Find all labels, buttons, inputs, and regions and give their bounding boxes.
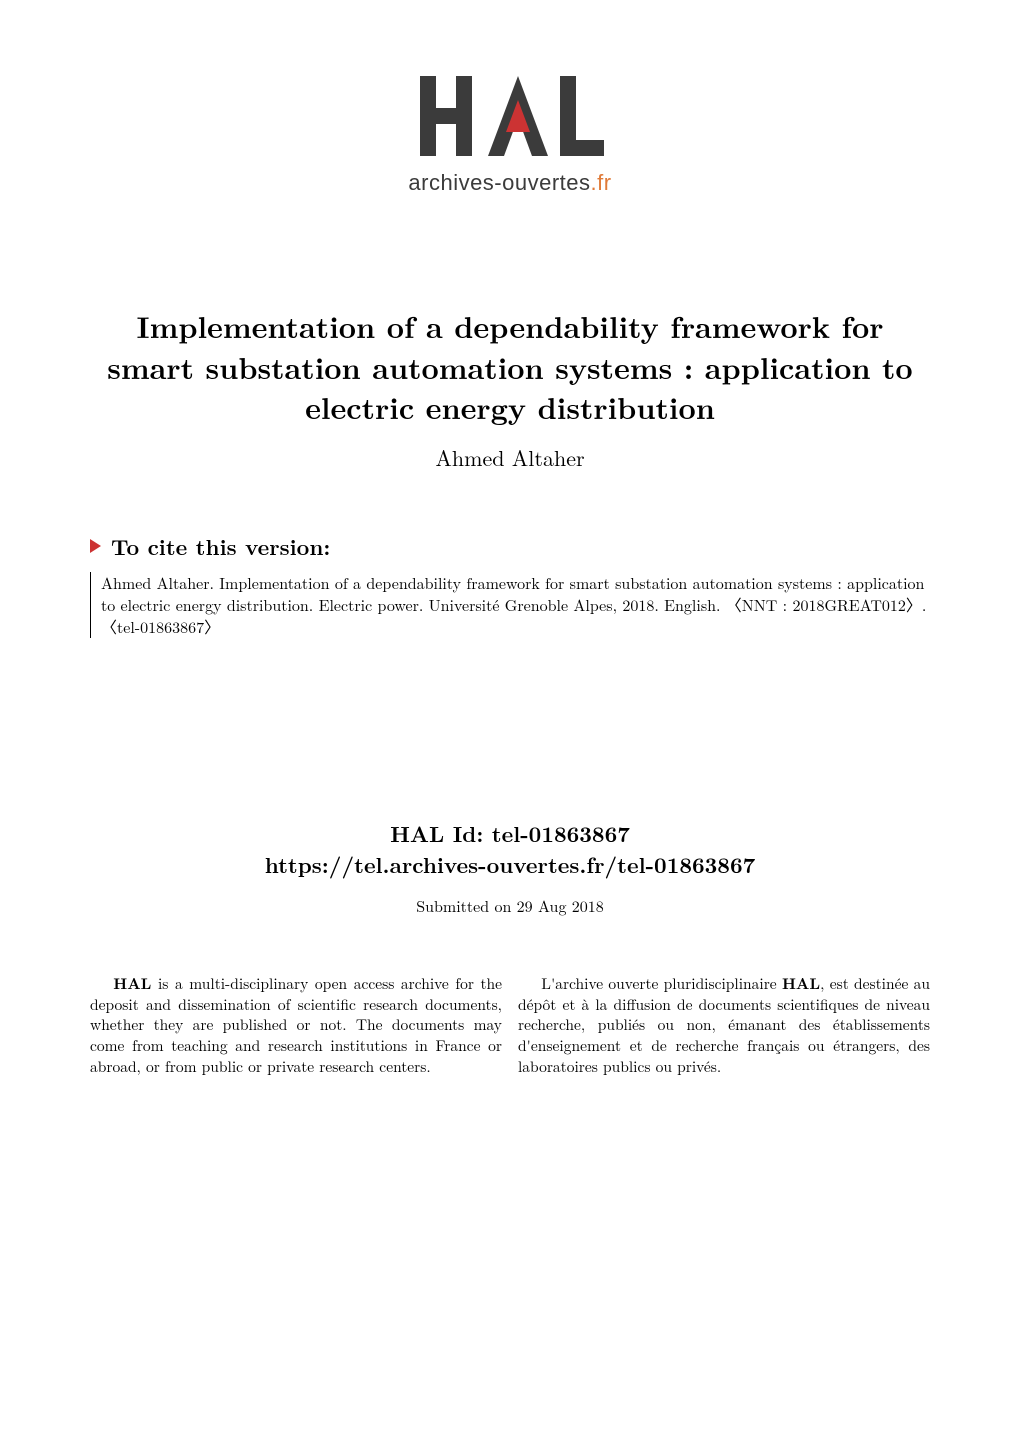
hal-logo: archives-ouvertes.fr (408, 70, 611, 196)
paper-author: Ahmed Altaher (90, 442, 930, 473)
desc-en-text: is a multi-disciplinary open access arch… (90, 973, 502, 1077)
hal-id-line: HAL Id: tel-01863867 (90, 818, 930, 849)
description-en: HAL is a multi-disciplinary open access … (90, 973, 502, 1078)
hal-url[interactable]: https://tel.archives-ouvertes.fr/tel-018… (90, 849, 930, 880)
cite-heading: To cite this version: (90, 531, 930, 562)
logo-text-main: archives-ouvertes (408, 170, 590, 195)
logo-container: archives-ouvertes.fr (90, 70, 930, 196)
cite-heading-text: To cite this version: (111, 531, 330, 562)
hal-id-label: HAL Id: (390, 818, 492, 849)
description-fr: L'archive ouverte pluridisciplinaire HAL… (518, 973, 930, 1078)
hal-bold-en: HAL (113, 971, 151, 994)
submitted-date: Submitted on 29 Aug 2018 (90, 894, 930, 917)
hal-id-value: tel-01863867 (492, 818, 630, 849)
hal-bold-fr: HAL (782, 971, 820, 994)
description-columns: HAL is a multi-disciplinary open access … (90, 973, 930, 1078)
logo-text: archives-ouvertes.fr (408, 170, 611, 196)
citation-block: Ahmed Altaher. Implementation of a depen… (90, 572, 930, 638)
desc-fr-prefix: L'archive ouverte pluridisciplinaire (541, 973, 782, 994)
hal-logo-svg (410, 70, 610, 166)
hal-id-block: HAL Id: tel-01863867 https://tel.archive… (90, 818, 930, 917)
paper-title: Implementation of a dependability framew… (90, 306, 930, 428)
triangle-icon (90, 539, 101, 553)
hal-cover-page: archives-ouvertes.fr Implementation of a… (0, 0, 1020, 1442)
logo-text-suffix: .fr (591, 170, 612, 195)
